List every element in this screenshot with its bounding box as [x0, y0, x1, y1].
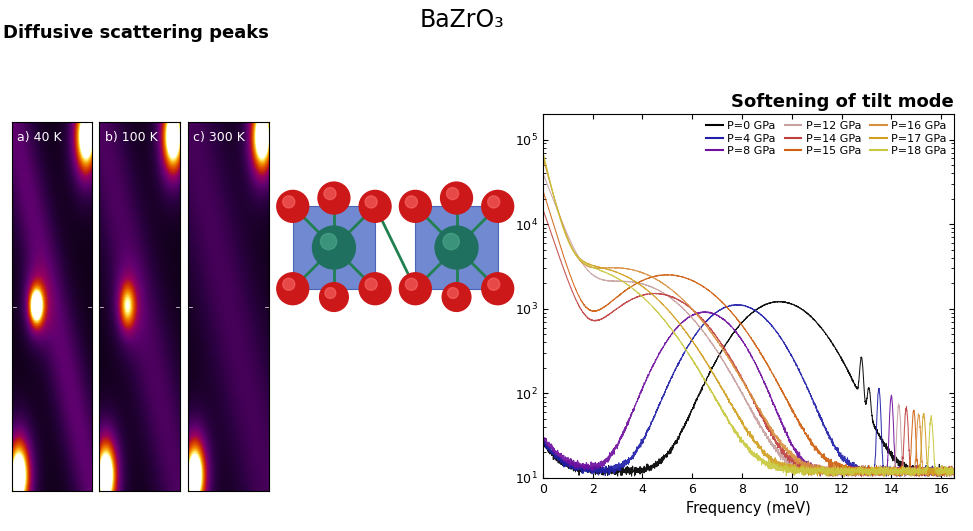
Circle shape: [482, 191, 514, 222]
Circle shape: [487, 196, 500, 208]
Circle shape: [487, 278, 500, 290]
Polygon shape: [415, 207, 498, 289]
Circle shape: [442, 282, 471, 311]
Circle shape: [359, 191, 391, 222]
Circle shape: [365, 278, 378, 290]
Text: b) 100 K: b) 100 K: [105, 131, 158, 144]
Circle shape: [406, 196, 417, 208]
Circle shape: [365, 196, 378, 208]
Circle shape: [447, 187, 458, 200]
Circle shape: [276, 191, 308, 222]
Circle shape: [283, 278, 295, 290]
Circle shape: [443, 234, 459, 250]
Circle shape: [325, 288, 336, 298]
Circle shape: [319, 282, 348, 311]
Text: Diffusive scattering peaks: Diffusive scattering peaks: [3, 24, 269, 42]
Polygon shape: [293, 207, 376, 289]
Legend: P=0 GPa, P=4 GPa, P=8 GPa, P=12 GPa, P=14 GPa, P=15 GPa, P=16 GPa, P=17 GPa, P=1: P=0 GPa, P=4 GPa, P=8 GPa, P=12 GPa, P=1…: [702, 116, 952, 161]
Circle shape: [318, 182, 350, 214]
Text: a) 40 K: a) 40 K: [18, 131, 62, 144]
Circle shape: [399, 273, 431, 305]
Text: Softening of tilt mode: Softening of tilt mode: [731, 93, 954, 111]
Circle shape: [283, 196, 295, 208]
Circle shape: [359, 273, 391, 305]
Text: c) 300 K: c) 300 K: [194, 131, 245, 144]
Circle shape: [320, 234, 337, 250]
Text: BaZrO₃: BaZrO₃: [419, 8, 505, 32]
X-axis label: Frequency (meV): Frequency (meV): [686, 501, 811, 516]
Circle shape: [435, 226, 478, 269]
Circle shape: [482, 273, 514, 305]
Circle shape: [441, 182, 473, 214]
Circle shape: [324, 187, 336, 200]
Circle shape: [399, 191, 431, 222]
Circle shape: [276, 273, 308, 305]
Circle shape: [406, 278, 417, 290]
Circle shape: [312, 226, 355, 269]
Circle shape: [448, 288, 458, 298]
